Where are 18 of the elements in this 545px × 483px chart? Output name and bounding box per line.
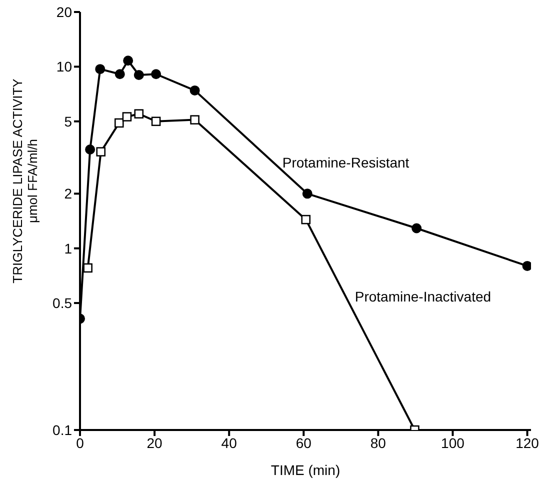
y-tick-label: 10 — [56, 58, 72, 75]
y-tick-label: 1 — [64, 240, 72, 256]
y-tick-label: 0.5 — [52, 294, 72, 311]
x-tick-label: 80 — [370, 434, 386, 451]
y-tick-label: 2 — [64, 186, 72, 202]
x-tick-label: 0 — [76, 434, 84, 451]
x-axis-title: TIME (min) — [270, 462, 340, 478]
x-tick-label: 60 — [296, 434, 312, 451]
x-tick-label: 100 — [441, 434, 465, 451]
series-label: Protamine-Inactivated — [354, 288, 492, 305]
y-tick-label: 20 — [56, 4, 72, 20]
y-axis-title: TRIGLYCERIDE LIPASE ACTIVITY μmol FFA/ml/h — [10, 78, 40, 284]
y-tick-label: 5 — [64, 113, 72, 130]
y-tick-label: 0.1 — [52, 422, 72, 438]
x-tick-label: 40 — [221, 434, 238, 451]
x-tick-label: 120 — [516, 434, 540, 451]
series-label: Protamine-Resistant — [282, 154, 410, 171]
x-tick-label: 20 — [146, 434, 163, 451]
